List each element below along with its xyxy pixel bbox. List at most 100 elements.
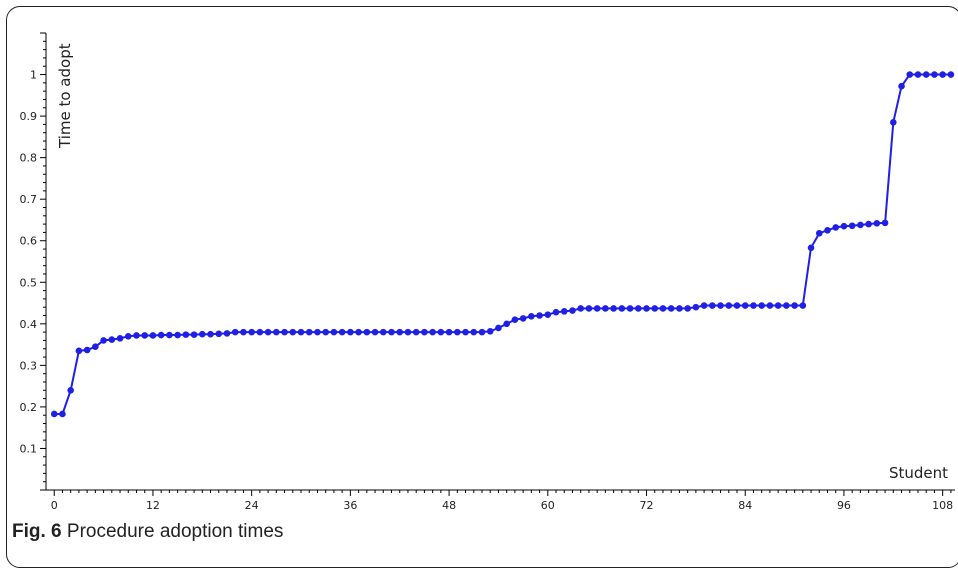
data-point <box>511 316 519 323</box>
y-tick-label: 1 <box>30 69 37 82</box>
x-tick-label: 84 <box>738 499 752 512</box>
data-point <box>454 328 461 336</box>
figure-caption: Fig. 6 Procedure adoption times <box>12 521 283 543</box>
series-layer <box>50 71 955 418</box>
data-point <box>659 305 667 312</box>
x-tick-label: 24 <box>245 499 259 512</box>
figure-number: Fig. 6 <box>12 521 62 542</box>
data-point <box>634 305 642 312</box>
data-point <box>75 347 83 355</box>
data-point <box>914 71 922 78</box>
data-point <box>462 328 469 336</box>
data-point <box>799 302 807 309</box>
data-point <box>791 302 798 309</box>
data-point <box>684 305 691 312</box>
data-point <box>536 312 543 319</box>
data-point <box>676 305 683 312</box>
data-point <box>412 328 420 336</box>
data-point <box>215 330 223 338</box>
data-point <box>338 328 346 336</box>
data-point <box>503 320 510 328</box>
data-point <box>815 229 823 237</box>
data-point <box>50 410 58 418</box>
data-point <box>100 337 107 344</box>
x-tick-label: 36 <box>343 499 357 512</box>
data-point <box>379 328 387 336</box>
data-point <box>766 302 774 309</box>
data-point <box>166 331 173 339</box>
x-tick-label: 108 <box>932 499 953 512</box>
data-point <box>198 330 206 338</box>
data-point <box>783 302 790 309</box>
x-tick-label: 0 <box>51 499 58 512</box>
data-point <box>330 328 338 336</box>
data-point <box>421 328 428 336</box>
data-point <box>519 315 527 322</box>
data-point <box>174 331 181 339</box>
data-point <box>240 328 247 336</box>
figure-title: Procedure adoption times <box>66 521 284 542</box>
data-point <box>347 328 354 336</box>
y-axis-label: Time to adopt <box>56 43 74 149</box>
data-point <box>429 328 436 336</box>
data-point <box>807 244 815 252</box>
data-point <box>700 302 708 309</box>
data-point <box>207 330 214 338</box>
data-point <box>939 71 946 78</box>
data-point <box>231 328 239 336</box>
data-point <box>182 331 190 338</box>
data-point <box>141 332 149 339</box>
data-point <box>355 328 362 336</box>
data-point <box>297 328 305 336</box>
data-point <box>947 71 955 78</box>
data-point <box>190 331 198 338</box>
data-point <box>108 336 116 343</box>
y-tick-label: 0.4 <box>20 318 38 331</box>
x-tick-label: 48 <box>442 499 456 512</box>
data-point <box>256 328 264 336</box>
data-point <box>552 308 560 316</box>
data-point <box>848 222 856 230</box>
series-line <box>54 73 951 415</box>
x-tick-label: 60 <box>541 499 555 512</box>
data-point <box>667 305 675 312</box>
data-point <box>404 328 412 336</box>
data-point <box>437 328 445 336</box>
data-point <box>774 302 782 309</box>
data-point <box>709 302 716 309</box>
data-point <box>116 335 124 342</box>
data-point <box>560 308 568 315</box>
y-tick-label: 0.8 <box>20 152 38 165</box>
data-point <box>445 328 453 336</box>
y-tick-label: 0.9 <box>20 110 38 123</box>
data-point <box>643 305 650 312</box>
data-point <box>857 221 864 229</box>
data-point <box>544 311 552 318</box>
data-point <box>626 305 634 312</box>
data-point <box>314 328 321 336</box>
y-tick-label: 0.5 <box>20 276 38 289</box>
data-point <box>758 302 765 309</box>
data-point <box>577 305 585 312</box>
data-point <box>322 328 329 336</box>
y-tick-label: 0.3 <box>20 359 38 372</box>
data-point <box>725 302 733 309</box>
data-point <box>273 328 280 336</box>
data-point <box>824 227 831 234</box>
data-point <box>931 71 938 78</box>
data-point <box>922 71 930 78</box>
data-point <box>223 330 231 337</box>
data-point <box>83 346 91 354</box>
data-point <box>289 328 297 336</box>
x-tick-label: 72 <box>640 499 654 512</box>
data-point <box>528 313 535 320</box>
data-point <box>470 328 478 336</box>
data-point <box>569 307 576 314</box>
data-point <box>618 305 626 312</box>
data-point <box>157 331 165 339</box>
data-point <box>898 82 905 90</box>
y-tick-label: 0.1 <box>20 442 38 455</box>
line-chart: 0.1 0.2 0.3 0.4 0.5 0.6 0.7 0.8 0.9 1 0 12 24 36 48 60… <box>20 32 955 512</box>
data-point <box>264 328 272 336</box>
data-point <box>305 328 313 336</box>
